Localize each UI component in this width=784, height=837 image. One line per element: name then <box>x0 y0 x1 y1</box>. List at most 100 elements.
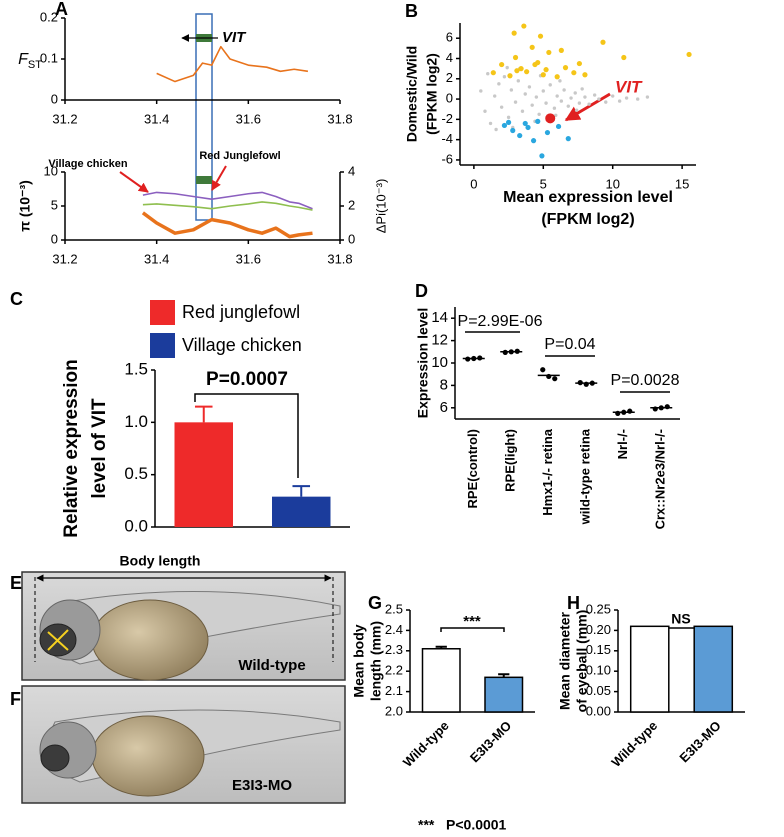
y-tick-label: 8 <box>440 376 448 393</box>
panel-label: H <box>567 593 580 613</box>
point <box>513 100 518 104</box>
measure-label: Body length <box>120 553 201 569</box>
panel-label: C <box>10 289 23 309</box>
annotation: *** P<0.0001 <box>418 817 507 833</box>
panel-label: D <box>415 281 428 301</box>
point <box>555 123 562 130</box>
panel-label: F <box>10 689 21 709</box>
point <box>512 54 519 61</box>
annotation: NS <box>671 611 690 627</box>
point <box>566 104 570 108</box>
y-tick-label: 10 <box>431 354 448 371</box>
point <box>583 95 587 99</box>
bar <box>693 625 734 713</box>
y-tick-label: 1.0 <box>124 412 148 431</box>
y-tick-label: 2.5 <box>385 601 403 616</box>
x-tick-label: 10 <box>605 176 619 191</box>
x-tick-label: 31.6 <box>236 251 261 266</box>
point <box>525 124 531 131</box>
point <box>530 103 534 107</box>
y-label-sub: ST <box>28 59 42 71</box>
highlight-region <box>195 13 213 221</box>
point <box>573 91 577 95</box>
bar <box>272 496 331 527</box>
y-tick-label: 0.00 <box>586 703 611 718</box>
y2-tick-label: 2 <box>348 197 355 212</box>
point <box>494 127 498 132</box>
x-tick-label: 31.4 <box>144 251 169 266</box>
point <box>497 82 501 86</box>
x-tick-label: 31.8 <box>327 111 352 126</box>
annotation: P=0.0007 <box>206 369 288 390</box>
point <box>545 113 556 124</box>
point <box>576 60 582 67</box>
y-label: Domestic/Wild <box>404 46 420 142</box>
y-tick-label: -6 <box>441 151 453 166</box>
y-tick-label: 0.25 <box>586 601 611 616</box>
point <box>580 87 584 91</box>
point <box>501 122 508 129</box>
point <box>505 65 509 70</box>
y-tick-label: 0 <box>51 91 58 106</box>
x-tick-label: RPE(light) <box>503 429 518 492</box>
panel-label: A <box>55 0 68 19</box>
point <box>517 132 523 139</box>
point <box>574 108 579 112</box>
y-tick-label: 0.15 <box>586 642 611 657</box>
y-tick-label: 0 <box>51 231 58 246</box>
y-tick-label: 1.5 <box>124 359 148 378</box>
bar <box>174 422 233 527</box>
point <box>506 115 511 120</box>
bar <box>421 648 461 713</box>
annotation: P=0.0028 <box>611 372 680 389</box>
panel-label: E <box>10 573 22 593</box>
y-tick-label: 6 <box>440 399 448 416</box>
x-tick-label: 31.6 <box>236 111 261 126</box>
point <box>518 66 524 72</box>
legend-swatch <box>150 300 175 325</box>
image-caption: E3I3-MO <box>232 777 292 794</box>
point <box>624 96 629 100</box>
point <box>645 95 650 99</box>
point <box>558 47 564 53</box>
y-tick-label: 2.3 <box>385 642 403 657</box>
y-tick-label: 0.20 <box>586 622 611 637</box>
y2-tick-label: 4 <box>348 163 355 178</box>
x-tick-label: 5 <box>540 176 547 191</box>
point <box>521 23 527 29</box>
x-tick-label: E3I3-MO <box>467 718 514 765</box>
annotation: *** <box>463 613 481 630</box>
y-label: length (mm) <box>368 621 384 701</box>
y-tick-label: 0.10 <box>586 663 611 678</box>
y-tick-label: 0.5 <box>124 464 148 483</box>
point <box>562 65 569 71</box>
point <box>554 74 560 80</box>
y-label: Expression level <box>415 308 431 419</box>
point <box>534 95 539 99</box>
arrow <box>211 165 227 191</box>
point <box>582 72 588 78</box>
y-tick-label: 0.1 <box>40 50 58 65</box>
point <box>565 136 571 142</box>
point <box>597 97 601 101</box>
y-tick-label: 14 <box>431 309 448 326</box>
bracket <box>194 393 299 478</box>
legend-label: Village chicken <box>182 335 302 355</box>
error-bar <box>435 645 447 649</box>
point <box>490 70 496 76</box>
annotation: VIT <box>222 29 247 46</box>
y2-label: ΔPi(10⁻³) <box>373 179 388 234</box>
point <box>535 118 541 124</box>
y-label: Mean body <box>351 624 367 697</box>
image-caption: Wild-type <box>238 657 305 674</box>
x-tick-label: 0 <box>470 176 477 191</box>
annotation: VIT <box>615 77 643 96</box>
point <box>532 61 538 68</box>
point <box>546 49 552 56</box>
data-line <box>142 201 313 211</box>
data-line <box>141 211 313 239</box>
point <box>552 376 558 382</box>
point <box>543 67 549 73</box>
point <box>558 79 562 83</box>
point <box>587 102 591 106</box>
